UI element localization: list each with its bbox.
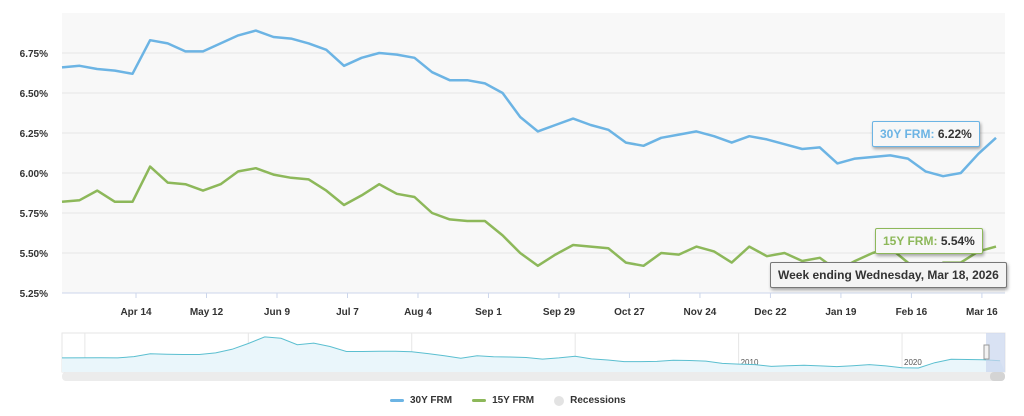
navigator-area xyxy=(62,336,1005,372)
navigator-year-label: 2020 xyxy=(904,358,922,367)
tooltip-15y-value: 5.54% xyxy=(940,234,975,248)
x-tick-label: Sep 1 xyxy=(475,307,502,318)
y-tick-label: 5.25% xyxy=(20,289,48,300)
tooltip-30y-label: 30Y FRM: xyxy=(880,127,935,141)
navigator-year-label: 2010 xyxy=(741,358,759,367)
legend-swatch-15y xyxy=(472,399,487,402)
legend-swatch-recessions xyxy=(554,395,565,406)
x-tick-label: Jun 9 xyxy=(264,307,291,318)
y-tick-label: 6.50% xyxy=(20,89,48,100)
x-tick-label: Dec 22 xyxy=(754,307,787,318)
x-tick-label: Apr 14 xyxy=(120,307,152,318)
legend: 30Y FRM 15Y FRM Recessions xyxy=(390,395,626,406)
legend-item-30y[interactable]: 30Y FRM xyxy=(390,395,452,406)
x-tick-label: Aug 4 xyxy=(404,307,432,318)
y-tick-label: 5.50% xyxy=(20,249,48,260)
legend-label-15y: 15Y FRM xyxy=(492,395,535,406)
y-tick-label: 6.75% xyxy=(20,49,48,60)
legend-swatch-30y xyxy=(390,399,404,402)
x-tick-label: Mar 16 xyxy=(966,307,998,318)
plot-background xyxy=(62,13,1005,293)
tooltip-30y-value: 6.22% xyxy=(937,127,972,141)
x-tick-label: Nov 24 xyxy=(684,307,717,318)
legend-item-15y[interactable]: 15Y FRM xyxy=(472,395,534,406)
series-line-30y xyxy=(61,29,997,178)
x-tick-label: Jul 7 xyxy=(336,307,359,318)
tooltip-date: Week ending Wednesday, Mar 18, 2026 xyxy=(770,262,1007,288)
x-tick-label: May 12 xyxy=(190,307,224,318)
legend-label-recessions: Recessions xyxy=(570,395,626,406)
tooltip-15y-label: 15Y FRM: xyxy=(883,234,938,248)
navigator-line xyxy=(61,336,1001,369)
y-tick-label: 6.25% xyxy=(20,129,48,140)
x-tick-label: Sep 29 xyxy=(543,307,576,318)
legend-label-30y: 30Y FRM xyxy=(410,395,453,406)
navigator-handle-left[interactable] xyxy=(983,344,990,360)
x-tick-label: Feb 16 xyxy=(896,307,928,318)
scrollbar-track[interactable] xyxy=(62,372,1005,381)
y-tick-label: 5.75% xyxy=(20,209,48,220)
x-tick-label: Jan 19 xyxy=(825,307,857,318)
legend-item-recessions[interactable]: Recessions xyxy=(554,395,626,406)
navigator[interactable]: 197019801990200020102020 xyxy=(61,332,1006,381)
tooltip-15y: 15Y FRM: 5.54% xyxy=(875,228,983,254)
scrollbar-thumb[interactable] xyxy=(990,372,1005,381)
x-tick-label: Oct 27 xyxy=(614,307,645,318)
navigator-selection[interactable] xyxy=(986,333,1005,372)
y-tick-label: 6.00% xyxy=(20,169,48,180)
tooltip-30y: 30Y FRM: 6.22% xyxy=(872,121,980,147)
